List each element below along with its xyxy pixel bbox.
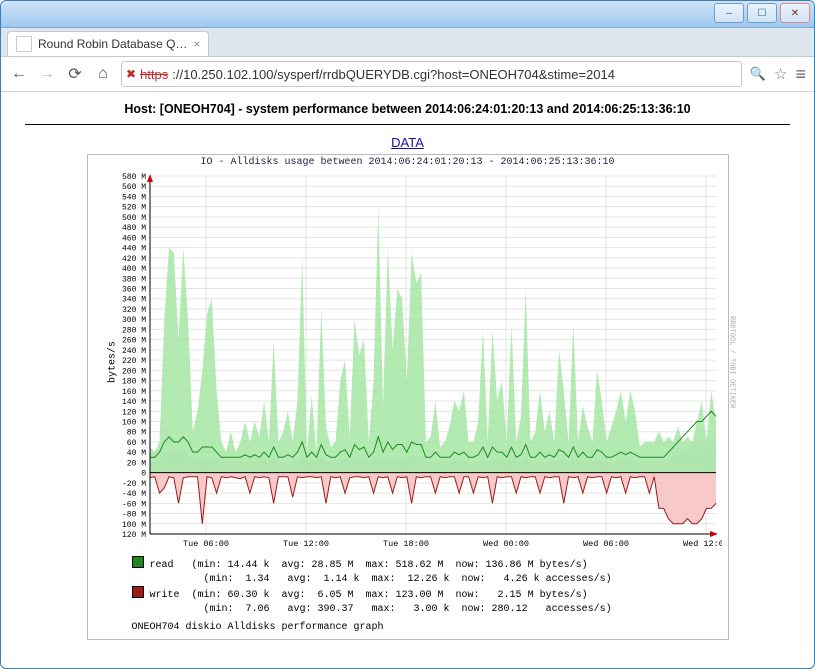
svg-text:Wed 06:00: Wed 06:00 xyxy=(583,539,629,549)
svg-text:-100 M: -100 M xyxy=(122,521,146,530)
back-button[interactable]: ← xyxy=(9,64,29,84)
browser-tab[interactable]: Round Robin Database Q… × xyxy=(7,31,209,56)
svg-text:Tue 12:00: Tue 12:00 xyxy=(283,539,329,549)
minimize-button[interactable]: – xyxy=(714,3,744,23)
tab-bar: Round Robin Database Q… × xyxy=(1,28,814,57)
svg-text:0: 0 xyxy=(141,470,146,479)
svg-text:Wed 12:00: Wed 12:00 xyxy=(683,539,722,549)
svg-text:80 M: 80 M xyxy=(126,429,145,438)
svg-text:540 M: 540 M xyxy=(122,193,146,202)
toolbar: ← → ⟳ ⌂ ✖ https ://10.250.102.100/sysper… xyxy=(1,57,814,92)
svg-text:200 M: 200 M xyxy=(122,367,146,376)
svg-text:140 M: 140 M xyxy=(122,398,146,407)
svg-text:260 M: 260 M xyxy=(122,337,146,346)
divider xyxy=(25,124,790,125)
page-title: Host: [ONEOH704] - system performance be… xyxy=(25,98,790,122)
svg-text:120 M: 120 M xyxy=(122,408,146,417)
svg-text:40 M: 40 M xyxy=(126,449,145,458)
svg-text:Wed 00:00: Wed 00:00 xyxy=(483,539,529,549)
svg-text:360 M: 360 M xyxy=(122,286,146,295)
svg-text:440 M: 440 M xyxy=(122,245,146,254)
svg-text:400 M: 400 M xyxy=(122,265,146,274)
svg-text:60 M: 60 M xyxy=(126,439,145,448)
address-bar[interactable]: ✖ https ://10.250.102.100/sysperf/rrdbQU… xyxy=(121,61,742,87)
chart-title: IO - Alldisks usage between 2014:06:24:0… xyxy=(88,155,728,168)
svg-text:580 M: 580 M xyxy=(122,173,146,182)
y-axis-label: bytes/s xyxy=(107,341,118,383)
svg-text:380 M: 380 M xyxy=(122,275,146,284)
url-text: ://10.250.102.100/sysperf/rrdbQUERYDB.cg… xyxy=(172,67,615,82)
svg-text:500 M: 500 M xyxy=(122,214,146,223)
svg-text:180 M: 180 M xyxy=(122,378,146,387)
page-viewport[interactable]: Host: [ONEOH704] - system performance be… xyxy=(1,92,814,668)
svg-text:520 M: 520 M xyxy=(122,204,146,213)
svg-text:-80 M: -80 M xyxy=(122,511,146,520)
svg-text:280 M: 280 M xyxy=(122,326,146,335)
svg-text:340 M: 340 M xyxy=(122,296,146,305)
tab-close-icon[interactable]: × xyxy=(193,37,200,51)
favicon-icon xyxy=(16,36,32,52)
search-icon[interactable]: 🔍 xyxy=(750,66,766,82)
svg-text:240 M: 240 M xyxy=(122,347,146,356)
home-button[interactable]: ⌂ xyxy=(93,64,113,84)
url-scheme: https xyxy=(140,67,168,82)
forward-button[interactable]: → xyxy=(37,64,57,84)
bookmark-star-icon[interactable]: ☆ xyxy=(774,65,787,83)
chart-plot-area: bytes/s -120 M-100 M-80 M-60 M-40 M-20 M… xyxy=(122,172,722,552)
page-content: Host: [ONEOH704] - system performance be… xyxy=(1,92,814,668)
maximize-button[interactable]: ☐ xyxy=(747,3,777,23)
svg-text:20 M: 20 M xyxy=(126,459,145,468)
svg-text:-120 M: -120 M xyxy=(122,531,146,540)
svg-text:320 M: 320 M xyxy=(122,306,146,315)
svg-text:220 M: 220 M xyxy=(122,357,146,366)
titlebar: – ☐ ✕ xyxy=(1,1,814,28)
close-window-button[interactable]: ✕ xyxy=(780,3,810,23)
reload-button[interactable]: ⟳ xyxy=(65,64,85,84)
chart-legend: read (min: 14.44 k avg: 28.85 M max: 518… xyxy=(88,552,728,622)
menu-button[interactable]: ≡ xyxy=(795,64,806,85)
svg-text:160 M: 160 M xyxy=(122,388,146,397)
svg-text:Tue 06:00: Tue 06:00 xyxy=(183,539,229,549)
svg-text:-60 M: -60 M xyxy=(122,500,146,509)
svg-text:560 M: 560 M xyxy=(122,183,146,192)
data-link[interactable]: DATA xyxy=(25,135,790,150)
io-chart: IO - Alldisks usage between 2014:06:24:0… xyxy=(87,154,729,640)
tab-title: Round Robin Database Q… xyxy=(38,37,187,51)
svg-text:Tue 18:00: Tue 18:00 xyxy=(383,539,429,549)
svg-text:-20 M: -20 M xyxy=(122,480,146,489)
svg-text:460 M: 460 M xyxy=(122,234,146,243)
chart-footer: ONEOH704 diskio Alldisks performance gra… xyxy=(88,622,728,639)
chart-svg: -120 M-100 M-80 M -60 M-40 M-20 M0 20 M40 … xyxy=(122,172,722,552)
svg-text:420 M: 420 M xyxy=(122,255,146,264)
svg-text:300 M: 300 M xyxy=(122,316,146,325)
svg-text:480 M: 480 M xyxy=(122,224,146,233)
svg-text:100 M: 100 M xyxy=(122,418,146,427)
svg-text:-40 M: -40 M xyxy=(122,490,146,499)
browser-window: – ☐ ✕ Round Robin Database Q… × ← → ⟳ ⌂ … xyxy=(0,0,815,669)
rrdtool-credit: RRDTOOL / TOBI OETIKER xyxy=(726,172,736,552)
ssl-warning-icon: ✖ xyxy=(126,67,136,81)
